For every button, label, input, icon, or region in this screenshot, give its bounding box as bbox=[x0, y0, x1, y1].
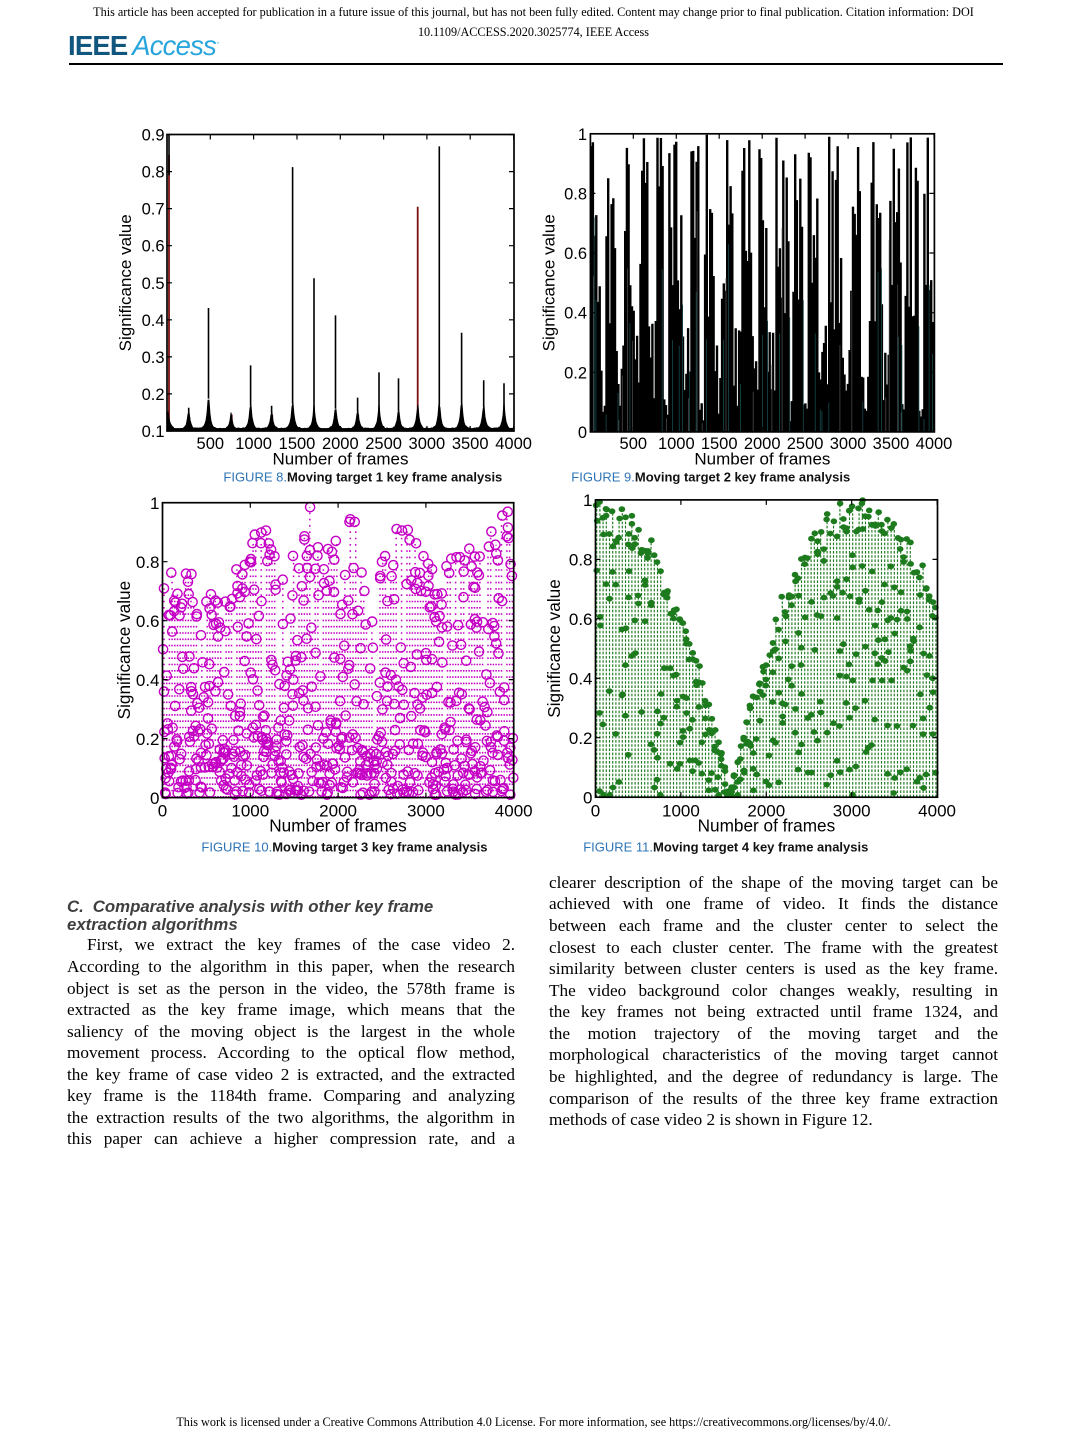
svg-text:Significance value: Significance value bbox=[544, 579, 564, 718]
svg-text:0.6: 0.6 bbox=[136, 612, 160, 631]
svg-text:FIGURE 11.Moving target 4 key: FIGURE 11.Moving target 4 key frame anal… bbox=[583, 840, 868, 855]
svg-text:3000: 3000 bbox=[407, 802, 445, 821]
svg-text:2000: 2000 bbox=[319, 802, 357, 821]
svg-text:4000: 4000 bbox=[495, 435, 532, 453]
svg-text:2500: 2500 bbox=[365, 435, 402, 453]
svg-text:1000: 1000 bbox=[235, 435, 272, 453]
svg-text:3000: 3000 bbox=[830, 435, 867, 453]
svg-text:0: 0 bbox=[158, 802, 167, 821]
svg-text:FIGURE 9.Moving target 2 key f: FIGURE 9.Moving target 2 key frame analy… bbox=[571, 470, 850, 485]
svg-text:FIGURE 10.Moving target 3 key: FIGURE 10.Moving target 3 key frame anal… bbox=[201, 840, 487, 855]
svg-text:1: 1 bbox=[578, 126, 587, 144]
svg-text:Number of frames: Number of frames bbox=[269, 816, 407, 836]
svg-text:FIGURE 8.Moving target 1 key f: FIGURE 8.Moving target 1 key frame analy… bbox=[223, 470, 502, 485]
svg-text:0.4: 0.4 bbox=[569, 670, 593, 689]
svg-text:Significance value: Significance value bbox=[540, 214, 559, 351]
svg-text:2000: 2000 bbox=[322, 435, 359, 453]
svg-text:1000: 1000 bbox=[231, 802, 269, 821]
svg-text:0: 0 bbox=[150, 789, 159, 808]
svg-text:Number of frames: Number of frames bbox=[694, 450, 830, 469]
svg-text:0.8: 0.8 bbox=[564, 185, 587, 203]
svg-text:0.6: 0.6 bbox=[142, 238, 165, 256]
svg-text:3000: 3000 bbox=[409, 435, 446, 453]
svg-text:2000: 2000 bbox=[744, 435, 781, 453]
svg-text:Significance value: Significance value bbox=[114, 581, 134, 720]
svg-text:3000: 3000 bbox=[833, 802, 871, 821]
svg-text:0.5: 0.5 bbox=[142, 275, 165, 293]
svg-text:0.6: 0.6 bbox=[564, 245, 587, 263]
svg-text:1500: 1500 bbox=[279, 435, 316, 453]
svg-text:0.6: 0.6 bbox=[569, 610, 593, 629]
svg-text:4000: 4000 bbox=[495, 802, 533, 821]
svg-text:0.3: 0.3 bbox=[142, 349, 165, 367]
svg-text:0.8: 0.8 bbox=[142, 164, 165, 182]
svg-text:Significance value: Significance value bbox=[116, 214, 135, 351]
svg-text:0.2: 0.2 bbox=[136, 730, 160, 749]
svg-text:0: 0 bbox=[591, 802, 600, 821]
svg-text:4000: 4000 bbox=[918, 802, 956, 821]
svg-text:0.2: 0.2 bbox=[569, 729, 593, 748]
svg-text:4000: 4000 bbox=[916, 435, 953, 453]
svg-text:3500: 3500 bbox=[873, 435, 910, 453]
svg-text:500: 500 bbox=[620, 435, 648, 453]
svg-text:0.7: 0.7 bbox=[142, 201, 165, 219]
svg-text:0.8: 0.8 bbox=[569, 551, 593, 570]
svg-text:2500: 2500 bbox=[787, 435, 824, 453]
svg-text:0.1: 0.1 bbox=[142, 423, 165, 441]
svg-text:1000: 1000 bbox=[658, 435, 695, 453]
svg-text:0.4: 0.4 bbox=[564, 305, 587, 323]
svg-text:0: 0 bbox=[578, 424, 587, 442]
svg-text:0.8: 0.8 bbox=[136, 553, 160, 572]
svg-text:0.2: 0.2 bbox=[564, 364, 587, 382]
svg-text:0.4: 0.4 bbox=[142, 312, 165, 330]
svg-text:1000: 1000 bbox=[662, 802, 700, 821]
svg-text:1500: 1500 bbox=[701, 435, 738, 453]
svg-text:1: 1 bbox=[583, 491, 592, 510]
svg-text:0: 0 bbox=[583, 788, 592, 807]
svg-text:500: 500 bbox=[197, 435, 225, 453]
svg-text:0.4: 0.4 bbox=[136, 671, 160, 690]
svg-text:0.9: 0.9 bbox=[142, 127, 165, 145]
svg-text:0.2: 0.2 bbox=[142, 386, 165, 404]
svg-text:3500: 3500 bbox=[452, 435, 489, 453]
svg-text:Number of frames: Number of frames bbox=[698, 816, 836, 836]
svg-text:Number of frames: Number of frames bbox=[272, 450, 408, 469]
svg-text:1: 1 bbox=[150, 494, 159, 513]
svg-text:2000: 2000 bbox=[747, 802, 785, 821]
